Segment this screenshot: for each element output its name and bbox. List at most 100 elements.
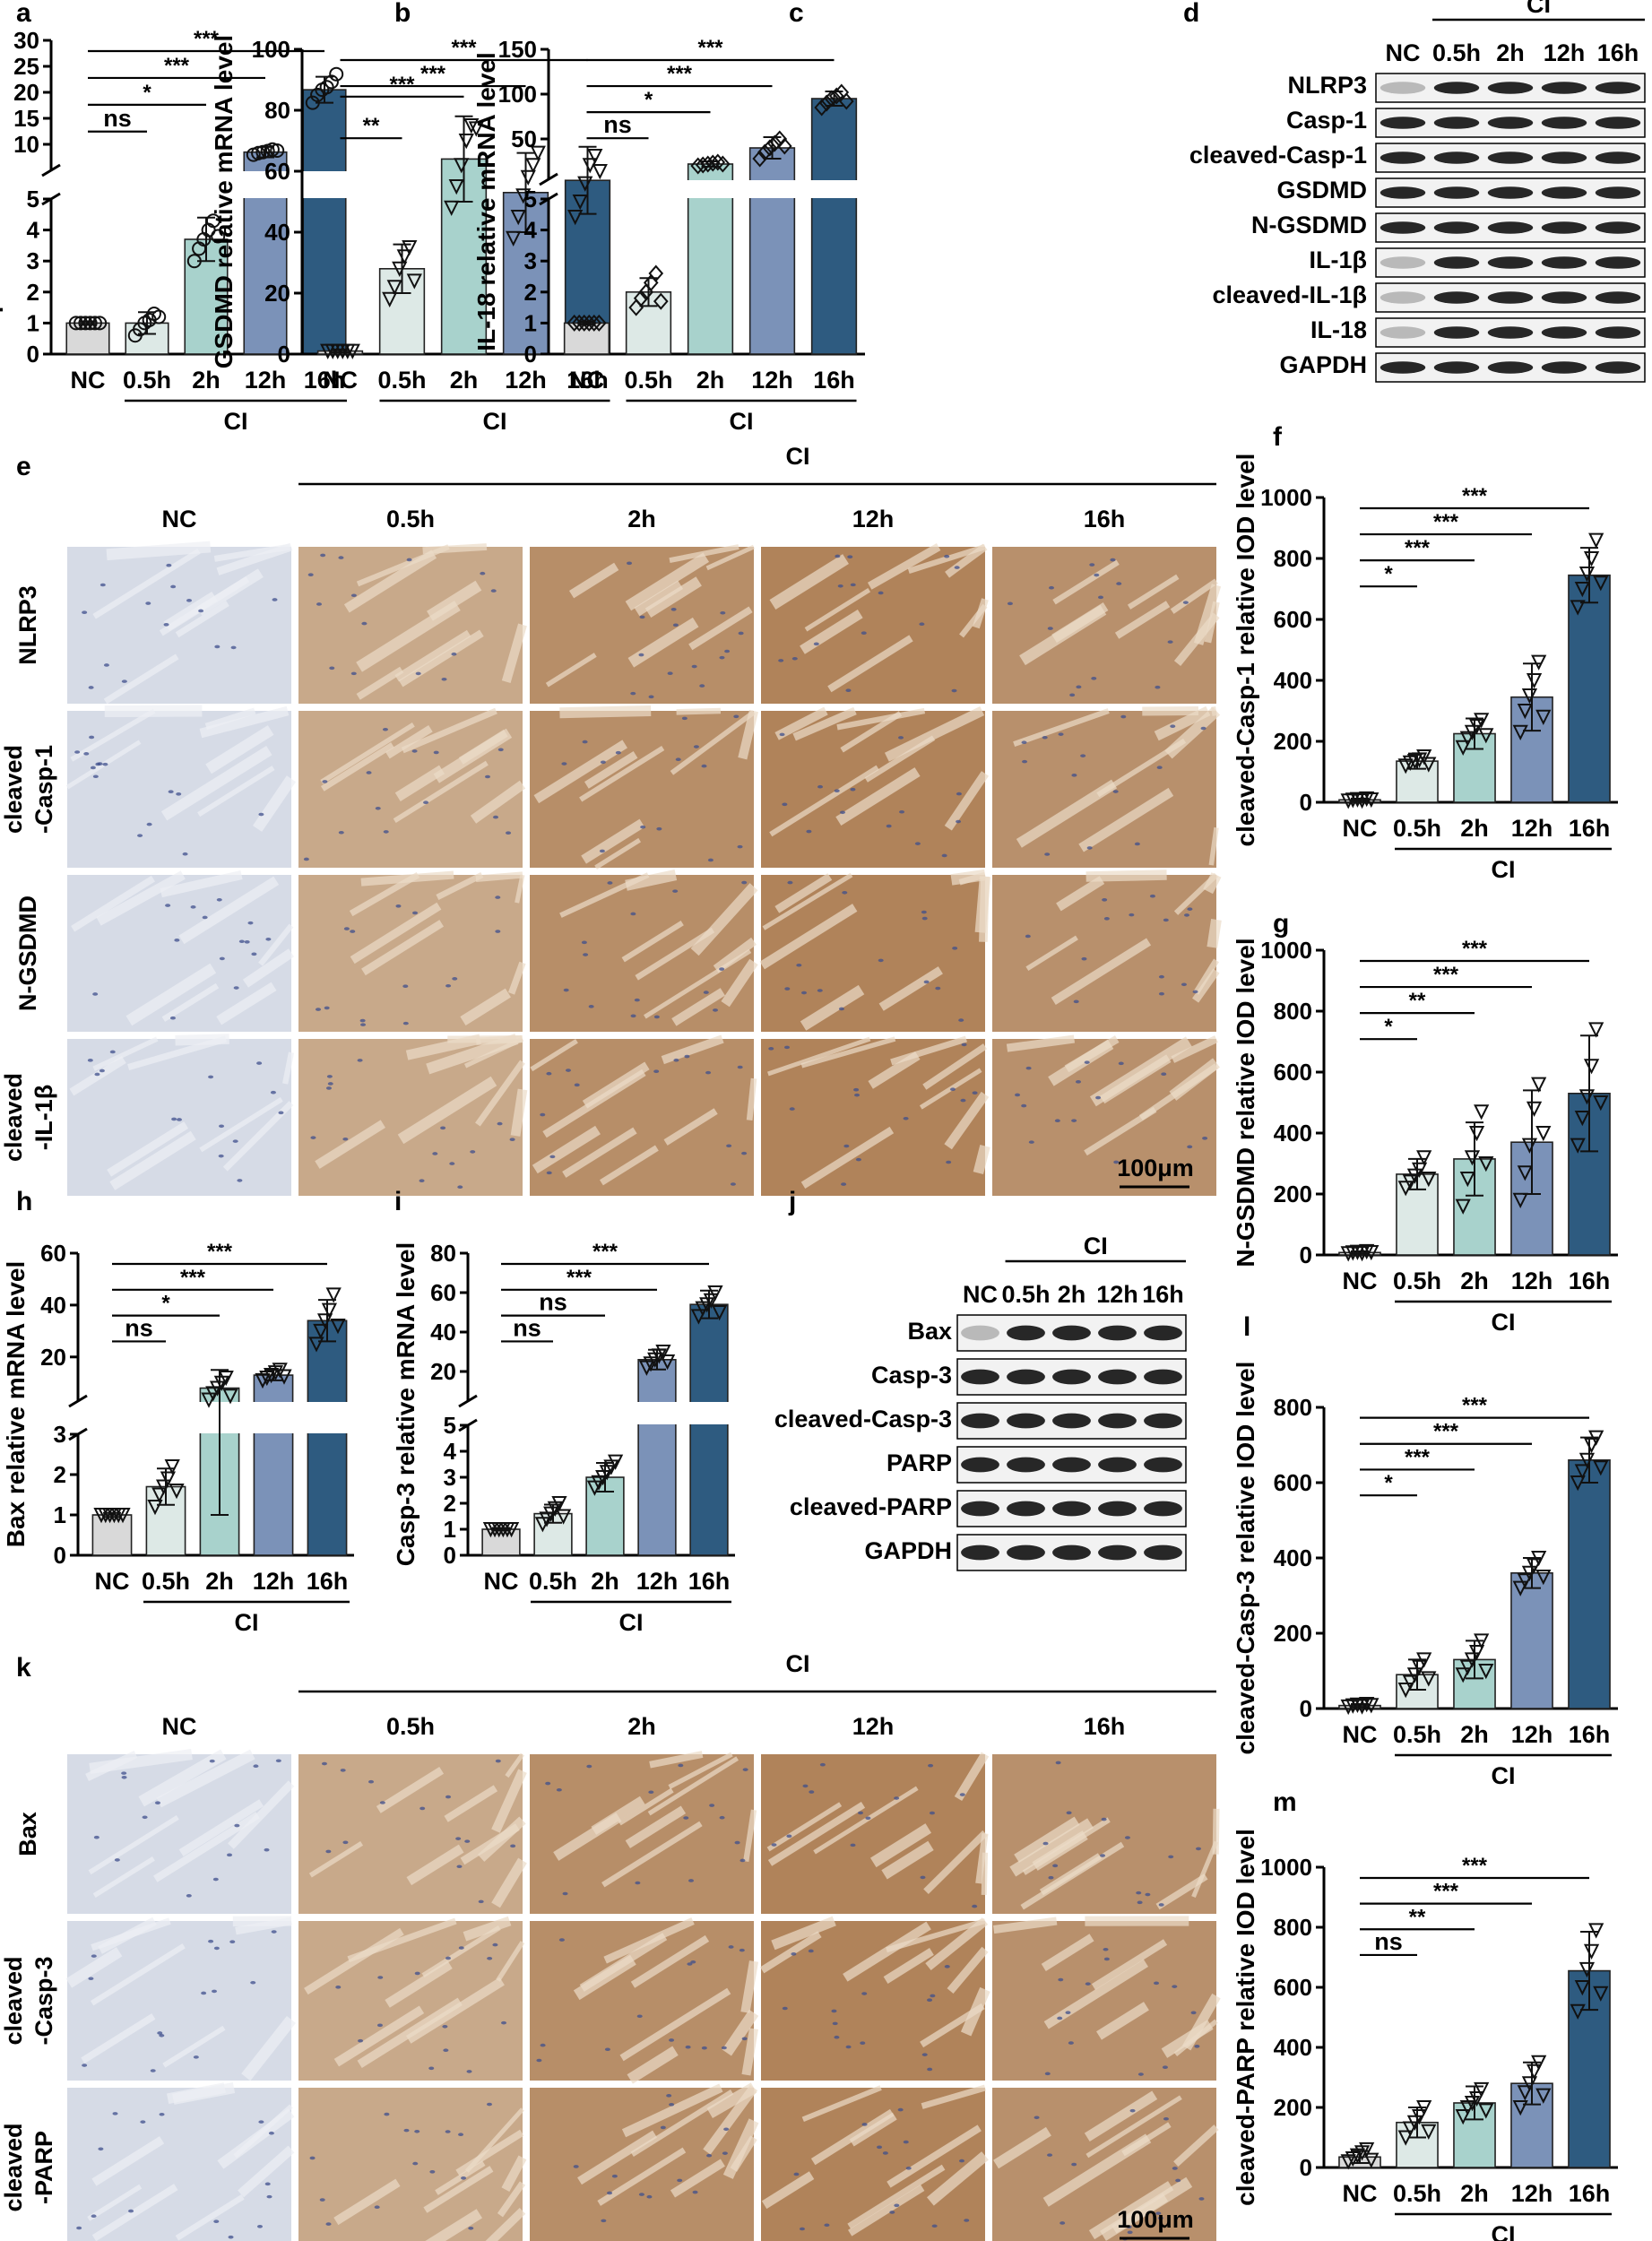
data-point — [1512, 724, 1528, 741]
ihc-fiber-streak — [397, 1076, 497, 1145]
ihc-nucleus — [1170, 724, 1176, 728]
ihc-nucleus — [1155, 685, 1161, 689]
ihc-fiber-streak — [1173, 612, 1220, 666]
ihc-fiber-streak — [455, 2129, 524, 2176]
ihc-nucleus — [208, 1075, 214, 1079]
ihc-nucleus — [170, 584, 177, 589]
ihc-fiber-streak — [950, 869, 986, 886]
ihc-row-label-line: cleaved — [0, 745, 27, 834]
ihc-fiber-streak — [993, 2126, 1051, 2169]
data-point — [1464, 724, 1481, 741]
data-point — [1397, 1683, 1414, 1699]
ihc-fiber-streak — [89, 1749, 193, 1774]
ihc-fiber-streak — [767, 1036, 871, 1077]
ci-group-label: CI — [1492, 2221, 1516, 2241]
data-point — [515, 188, 532, 204]
ihc-nucleus — [709, 1804, 715, 1807]
ihc-fiber-streak — [1022, 1817, 1111, 1875]
data-point — [1521, 1565, 1538, 1582]
ihc-fiber-streak — [869, 1823, 932, 1868]
ihc-nucleus — [375, 806, 381, 810]
ihc-nucleus — [972, 1904, 978, 1908]
bar-16h — [1568, 1093, 1611, 1256]
blot-band — [1144, 1457, 1182, 1473]
blot-row-label: IL-1β — [1310, 247, 1367, 273]
ihc-nucleus — [1058, 732, 1064, 736]
data-point — [1349, 1697, 1366, 1714]
ihc-fiber-streak — [1169, 1058, 1220, 1101]
ihc-nucleus — [1103, 1947, 1109, 1951]
blot-band — [1007, 1457, 1045, 1473]
ihc-nucleus — [1042, 1841, 1049, 1846]
ihc-nucleus — [1044, 852, 1051, 856]
ihc-fiber-streak — [1042, 2133, 1152, 2207]
ihc-nucleus — [1085, 1982, 1091, 1986]
ihc-nucleus — [782, 2006, 788, 2011]
blot-band — [1052, 1413, 1091, 1429]
ihc-nucleus — [83, 752, 90, 756]
ihc-nucleus — [406, 558, 412, 562]
blot-band — [1595, 151, 1641, 164]
blot-band — [1098, 1544, 1137, 1561]
ihc-fiber-streak — [973, 1145, 990, 1174]
ihc-nucleus — [956, 792, 962, 796]
ihc-nucleus — [648, 695, 654, 699]
data-point — [1531, 2055, 1547, 2071]
ihc-nucleus — [366, 771, 372, 774]
ihc-nucleus — [1091, 677, 1097, 680]
ihc-fiber-streak — [960, 1986, 990, 2037]
ihc-fiber-streak — [1078, 787, 1174, 852]
x-tick-label: 16h — [1569, 1721, 1611, 1748]
data-point — [510, 210, 526, 226]
x-tick-label: 2h — [591, 1568, 619, 1595]
ihc-nucleus — [109, 1050, 116, 1054]
ihc-nucleus — [1071, 774, 1077, 777]
ihc-nucleus — [737, 844, 743, 849]
ihc-nucleus — [216, 897, 222, 902]
ihc-nucleus — [1162, 2065, 1168, 2070]
data-point — [1363, 792, 1380, 809]
ihc-nucleus — [927, 2067, 933, 2072]
y-axis-label: Casp-1 relative mRNA level — [0, 35, 3, 359]
ihc-fiber-streak — [582, 1061, 650, 1109]
data-point — [1478, 2103, 1494, 2119]
lane-label: 2h — [1058, 1281, 1086, 1308]
ihc-nucleus — [495, 930, 501, 933]
blot-band — [1595, 82, 1641, 94]
data-point — [68, 316, 83, 331]
ihc-fiber-streak — [722, 2118, 759, 2179]
data-point — [1570, 1138, 1586, 1154]
ihc-fiber-streak — [343, 549, 437, 613]
data-point — [710, 153, 726, 171]
x-tick-label: 0.5h — [1393, 1268, 1441, 1294]
data-point — [1464, 1652, 1481, 1668]
ihc-nucleus — [898, 736, 904, 740]
x-tick-label: 2h — [1460, 1721, 1489, 1748]
ihc-nucleus — [583, 953, 589, 956]
ihc-image — [298, 2088, 523, 2241]
data-point — [577, 176, 593, 192]
data-point — [576, 314, 592, 332]
ihc-nucleus — [361, 621, 368, 626]
y-tick-label: 100 — [498, 81, 537, 108]
ihc-nucleus — [140, 2120, 146, 2124]
y-axis-label: cleaved-Casp-3 relative IOD level — [1232, 1362, 1259, 1755]
blot-row-label: N-GSDMD — [1251, 212, 1367, 238]
ihc-nucleus — [368, 1779, 375, 1784]
data-point — [1521, 1138, 1538, 1154]
ihc-fiber-streak — [475, 1060, 525, 1127]
chart-h: 0 1 2 3 20 40 60 Bax relative mRNA level NC 0.5h 2… — [2, 1240, 354, 1636]
ihc-fiber-streak — [385, 1960, 453, 2008]
ihc-nucleus — [813, 642, 819, 646]
y-tick-label: 60 — [264, 158, 290, 185]
ihc-nucleus — [944, 1965, 950, 1968]
ihc-nucleus — [793, 2172, 800, 2176]
ihc-nucleus — [964, 2219, 970, 2222]
ihc-nucleus — [899, 809, 905, 814]
significance-label: ns — [103, 105, 132, 132]
ihc-nucleus — [329, 666, 335, 671]
ihc-fiber-streak — [159, 575, 250, 636]
ci-group-label: CI — [483, 408, 507, 435]
ihc-fiber-streak — [162, 2025, 226, 2068]
